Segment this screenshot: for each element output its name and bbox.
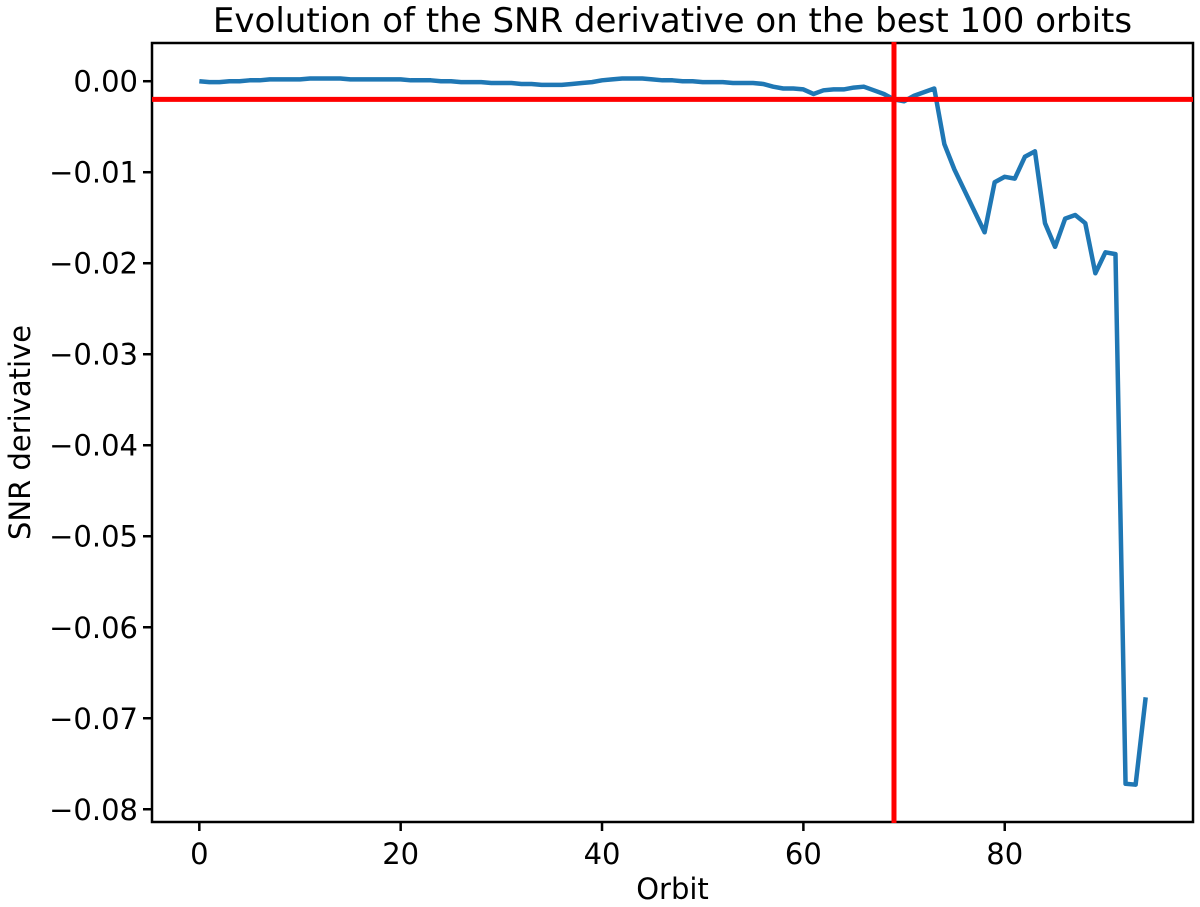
- y-tick-label: −0.07: [49, 702, 138, 736]
- y-axis-label: SNR derivative: [3, 325, 37, 540]
- x-tick-label: 40: [584, 837, 621, 871]
- x-axis-label: Orbit: [636, 872, 709, 906]
- x-tick-label: 20: [382, 837, 419, 871]
- x-tick-label: 80: [986, 837, 1023, 871]
- axes-frame: [150, 41, 1195, 824]
- y-tick-label: −0.08: [49, 793, 138, 827]
- y-tick-label: −0.05: [49, 520, 138, 554]
- y-tick-label: 0.00: [73, 65, 138, 99]
- y-tick-label: −0.04: [49, 429, 138, 463]
- chart-title: Evolution of the SNR derivative on the b…: [213, 1, 1132, 41]
- snr-derivative-line: [199, 76, 1148, 787]
- y-tick-label: −0.01: [49, 156, 138, 190]
- y-tick-label: −0.02: [49, 247, 138, 281]
- x-tick-label: 0: [190, 837, 208, 871]
- y-tick-label: −0.03: [49, 338, 138, 372]
- plot-area: 0 20 40 60 80 0.00 −0.01 −0.02 −0.03 −0.04 −0.05 −0…: [49, 41, 1195, 871]
- x-tick-label: 60: [785, 837, 822, 871]
- y-tick-label: −0.06: [49, 611, 138, 645]
